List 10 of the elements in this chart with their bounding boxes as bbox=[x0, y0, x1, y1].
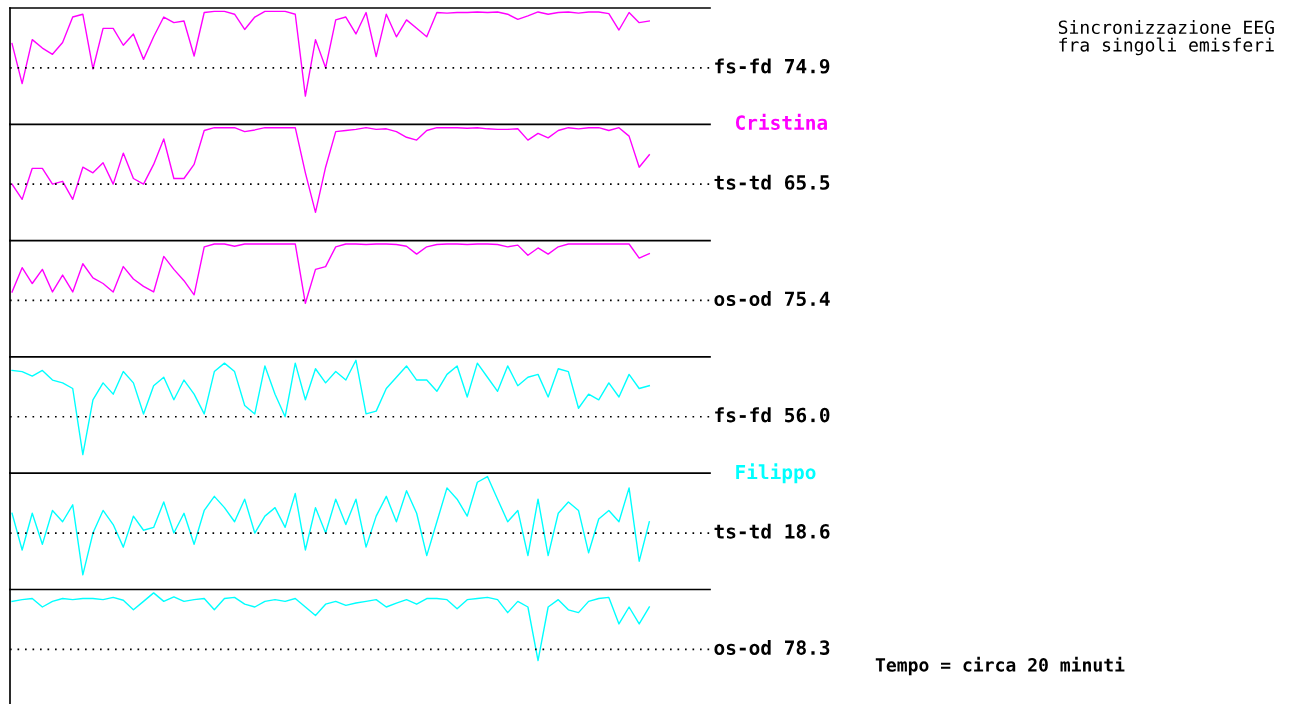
y-axis-title: os-od 78.3 bbox=[714, 639, 830, 655]
text: Tempo = circa 20 minuti bbox=[875, 656, 1125, 676]
y-axis-title: fs-fd 56.0 bbox=[715, 407, 830, 423]
text: Cristina bbox=[735, 113, 827, 130]
text: Sincronizzazione EEG fra singoli emisferi bbox=[1058, 20, 1274, 56]
y-axis-title: os-od 75.4 bbox=[714, 291, 830, 307]
y-axis-title: ts-td 65.5 bbox=[714, 174, 830, 190]
y-axis-title: fs-fd 74.9 bbox=[715, 58, 830, 74]
text: Filippo bbox=[736, 463, 816, 484]
y-axis-title: ts-td 18.6 bbox=[714, 523, 830, 539]
